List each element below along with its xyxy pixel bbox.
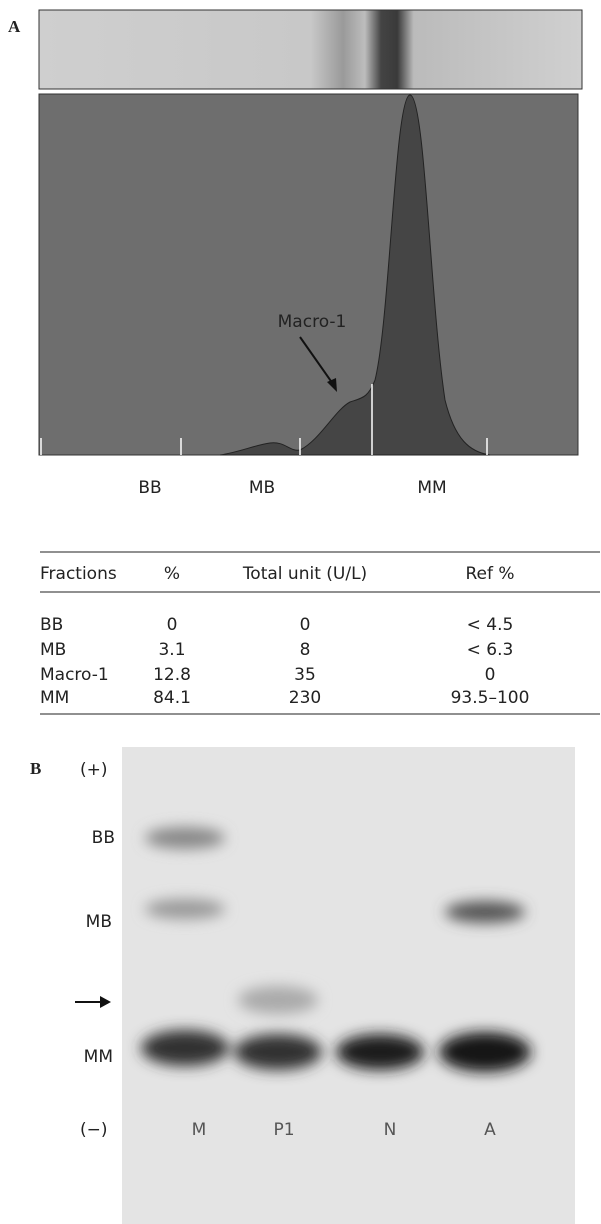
fraction-label: MM bbox=[417, 478, 446, 498]
table-header: % bbox=[164, 564, 180, 584]
panel-label: A bbox=[8, 17, 21, 36]
lane-label: N bbox=[384, 1120, 397, 1140]
table-cell: 8 bbox=[300, 640, 311, 660]
table-cell: BB bbox=[40, 615, 63, 635]
table-cell: 35 bbox=[294, 665, 316, 685]
table-cell: 84.1 bbox=[153, 688, 191, 708]
arrow-head bbox=[327, 378, 337, 392]
table-cell: 3.1 bbox=[158, 640, 185, 660]
table-header: Ref % bbox=[465, 564, 514, 584]
fraction-label: BB bbox=[138, 478, 161, 498]
pole-label: (+) bbox=[80, 760, 108, 780]
table-cell: 0 bbox=[167, 615, 178, 635]
band-label: BB bbox=[92, 828, 115, 848]
lane-label: M bbox=[192, 1120, 207, 1140]
table-header: Total unit (U/L) bbox=[242, 564, 367, 584]
band-label: MM bbox=[84, 1047, 113, 1067]
densitometry-trace bbox=[38, 93, 579, 456]
pole-label: (−) bbox=[80, 1120, 108, 1140]
table-cell: 0 bbox=[485, 665, 496, 685]
trace-peak bbox=[219, 94, 491, 456]
annotation: Macro-1 bbox=[278, 312, 347, 332]
table-cell: < 4.5 bbox=[467, 615, 514, 635]
table-cell: MM bbox=[40, 688, 69, 708]
band-label: MB bbox=[86, 912, 112, 932]
fraction-dividers bbox=[40, 384, 488, 455]
annotation-arrow bbox=[299, 336, 334, 385]
panel-label: B bbox=[30, 759, 41, 778]
table-cell: 230 bbox=[289, 688, 321, 708]
gel-strip bbox=[38, 9, 583, 90]
table: Fractions% Total unit (U/L) Ref % BB 0 0 < 4.5… bbox=[40, 551, 600, 715]
table-cell: 93.5–100 bbox=[451, 688, 530, 708]
gel bbox=[122, 747, 575, 1224]
table-cell: 12.8 bbox=[153, 665, 191, 685]
lane-label: A bbox=[484, 1120, 496, 1140]
lane-label: P1 bbox=[273, 1120, 294, 1140]
table-cell: Macro-1 bbox=[40, 665, 109, 685]
table-header: Fractions bbox=[40, 564, 117, 584]
table-cell: MB bbox=[40, 640, 66, 660]
table-cell: 0 bbox=[300, 615, 311, 635]
table-cell: < 6.3 bbox=[467, 640, 514, 660]
gel-bands bbox=[141, 827, 531, 1072]
fraction-label: MB bbox=[249, 478, 275, 498]
arrow-head bbox=[100, 996, 111, 1008]
